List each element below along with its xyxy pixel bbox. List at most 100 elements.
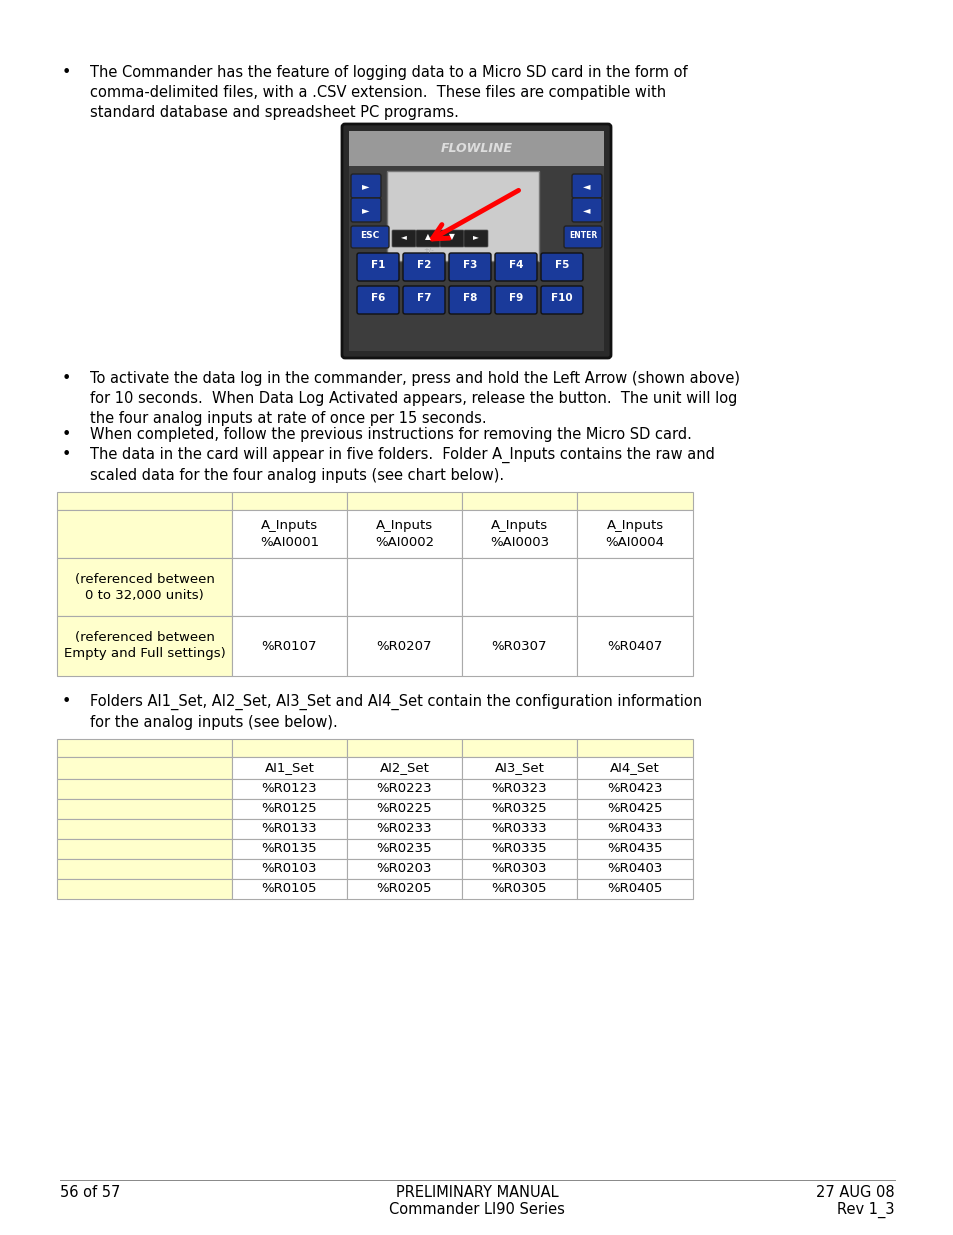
Text: ►: ► [362, 205, 370, 215]
FancyBboxPatch shape [563, 226, 601, 248]
Text: %R0303: %R0303 [491, 862, 547, 876]
Bar [232, 510, 347, 558]
Bar [461, 860, 577, 879]
Text: %R0133: %R0133 [261, 823, 317, 836]
FancyBboxPatch shape [449, 253, 491, 282]
Bar [232, 779, 347, 799]
Text: %R0235: %R0235 [376, 842, 432, 856]
Bar [577, 879, 692, 899]
Bar [57, 739, 232, 757]
Bar [577, 616, 692, 676]
FancyBboxPatch shape [356, 287, 398, 314]
Text: %R0125: %R0125 [261, 803, 317, 815]
FancyBboxPatch shape [351, 174, 380, 198]
FancyBboxPatch shape [402, 287, 444, 314]
FancyBboxPatch shape [449, 287, 491, 314]
Text: ▼: ▼ [449, 232, 455, 242]
Bar [232, 879, 347, 899]
Text: ►: ► [473, 232, 478, 242]
Text: %R0103: %R0103 [261, 862, 317, 876]
Bar [387, 170, 538, 261]
Bar [577, 757, 692, 779]
Text: F7: F7 [416, 293, 431, 303]
Text: The Commander has the feature of logging data to a Micro SD card in the form of
: The Commander has the feature of logging… [90, 65, 687, 120]
Text: F4: F4 [508, 261, 522, 270]
FancyBboxPatch shape [495, 253, 537, 282]
Bar [461, 492, 577, 510]
FancyBboxPatch shape [540, 287, 582, 314]
Bar [349, 165, 603, 351]
Bar [347, 492, 461, 510]
FancyBboxPatch shape [495, 287, 537, 314]
Bar [57, 860, 232, 879]
Bar [577, 799, 692, 819]
Bar [577, 839, 692, 860]
Bar [577, 860, 692, 879]
Bar [57, 779, 232, 799]
FancyBboxPatch shape [341, 124, 610, 358]
Text: Folders AI1_Set, AI2_Set, AI3_Set and AI4_Set contain the configuration informat: Folders AI1_Set, AI2_Set, AI3_Set and AI… [90, 694, 701, 730]
Bar [577, 558, 692, 616]
Text: When completed, follow the previous instructions for removing the Micro SD card.: When completed, follow the previous inst… [90, 427, 691, 442]
FancyBboxPatch shape [439, 230, 463, 247]
FancyBboxPatch shape [351, 198, 380, 222]
Bar [347, 558, 461, 616]
Text: %R0335: %R0335 [491, 842, 547, 856]
Text: A_Inputs
%AI0004: A_Inputs %AI0004 [605, 520, 664, 548]
Text: %R0307: %R0307 [491, 640, 547, 652]
Bar [347, 510, 461, 558]
Bar [57, 492, 232, 510]
Bar [347, 799, 461, 819]
Text: %R0203: %R0203 [376, 862, 432, 876]
FancyBboxPatch shape [351, 226, 389, 248]
FancyBboxPatch shape [572, 198, 601, 222]
Bar [347, 757, 461, 779]
Bar [461, 757, 577, 779]
Bar [57, 757, 232, 779]
Text: F9: F9 [508, 293, 522, 303]
Bar [347, 839, 461, 860]
Bar [461, 799, 577, 819]
FancyBboxPatch shape [416, 230, 439, 247]
Bar [347, 739, 461, 757]
Text: ◄: ◄ [582, 205, 590, 215]
Text: F8: F8 [462, 293, 476, 303]
FancyBboxPatch shape [392, 230, 416, 247]
Bar [232, 558, 347, 616]
Text: %R0305: %R0305 [491, 883, 547, 895]
Text: 56 of 57: 56 of 57 [60, 1186, 120, 1200]
Text: 27 AUG 08: 27 AUG 08 [816, 1186, 894, 1200]
Bar [577, 739, 692, 757]
Text: F3: F3 [462, 261, 476, 270]
Bar [232, 616, 347, 676]
Text: F5: F5 [555, 261, 569, 270]
Text: %R0123: %R0123 [261, 783, 317, 795]
Text: ◄: ◄ [400, 232, 407, 242]
Text: AI3_Set: AI3_Set [494, 762, 544, 774]
Text: •: • [62, 65, 71, 80]
Bar [349, 131, 603, 165]
Bar [232, 860, 347, 879]
Bar [57, 510, 232, 558]
Bar [461, 510, 577, 558]
Text: %R0323: %R0323 [491, 783, 547, 795]
Bar [577, 492, 692, 510]
Text: %R0405: %R0405 [607, 883, 662, 895]
FancyBboxPatch shape [540, 253, 582, 282]
Text: ENTER: ENTER [568, 231, 597, 241]
Text: F10: F10 [551, 293, 572, 303]
Text: +/-: +/- [423, 247, 434, 253]
Text: A_Inputs
%AI0002: A_Inputs %AI0002 [375, 520, 434, 548]
Text: A_Inputs
%AI0001: A_Inputs %AI0001 [259, 520, 318, 548]
Text: ESC: ESC [360, 231, 379, 241]
Text: %R0205: %R0205 [376, 883, 432, 895]
Bar [577, 510, 692, 558]
Text: %R0407: %R0407 [607, 640, 662, 652]
Bar [232, 739, 347, 757]
Text: •: • [62, 427, 71, 442]
Text: •: • [62, 694, 71, 709]
Text: %R0435: %R0435 [607, 842, 662, 856]
Text: %R0403: %R0403 [607, 862, 662, 876]
Bar [347, 879, 461, 899]
Text: To activate the data log in the commander, press and hold the Left Arrow (shown : To activate the data log in the commande… [90, 370, 740, 426]
